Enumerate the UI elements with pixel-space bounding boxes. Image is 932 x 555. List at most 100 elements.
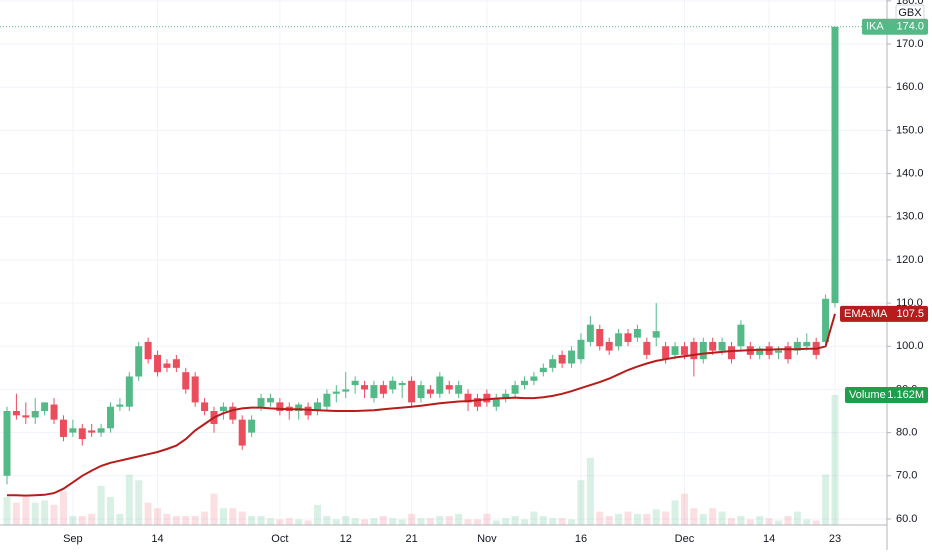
candle-body: [12, 411, 20, 416]
candle-body: [577, 339, 585, 360]
volume-bar: [351, 518, 359, 525]
volume-tag-value: 1.162M: [887, 389, 924, 401]
candles: [3, 26, 839, 485]
volume-bar: [191, 516, 199, 525]
candle-body: [652, 331, 660, 338]
candle-body: [172, 359, 180, 368]
volume-bar: [473, 519, 481, 525]
volume-bar: [699, 513, 707, 525]
y-tick-label: 180.0: [896, 0, 924, 7]
volume-bar: [314, 504, 321, 525]
volume-bar: [718, 511, 726, 525]
candle-body: [389, 380, 397, 390]
volume-bar: [615, 513, 623, 525]
candle-body: [163, 363, 171, 368]
y-tick-label: 60.0: [896, 513, 917, 525]
x-tick-label: 23: [829, 533, 841, 545]
candle-body: [521, 380, 528, 386]
candle-body: [116, 404, 124, 407]
volume-bar: [765, 518, 773, 525]
volume-bar: [295, 519, 303, 525]
candle-body: [690, 341, 698, 360]
volume-bar: [822, 474, 830, 525]
volume-bar: [59, 491, 67, 525]
volume-bar: [502, 518, 510, 525]
volume-bar: [342, 516, 350, 525]
candle-body: [671, 346, 679, 355]
volume-bar: [285, 518, 293, 525]
volume-bar: [652, 509, 660, 525]
volume-bar: [662, 511, 670, 525]
candle-body: [699, 341, 707, 360]
volume-bar: [605, 516, 613, 525]
x-tick-label: 16: [575, 533, 587, 545]
volume-bar: [144, 502, 152, 525]
candle-body: [22, 415, 30, 418]
candle-body: [831, 26, 839, 304]
volume-bar: [426, 518, 434, 525]
volume-bar: [3, 497, 11, 525]
y-tick-label: 160.0: [896, 81, 924, 93]
volume-bar: [803, 519, 811, 525]
candle-body: [445, 385, 453, 390]
volume-bar: [624, 511, 632, 525]
x-tick-label: 21: [405, 533, 417, 545]
candle-body: [276, 402, 284, 412]
volume-bar: [756, 516, 764, 525]
volume-bar: [31, 502, 39, 525]
candle-body: [182, 372, 190, 390]
volume-bar: [436, 516, 444, 525]
ema-tag: [840, 305, 928, 322]
candle-body: [408, 380, 416, 403]
candle-body: [41, 402, 49, 412]
volume-bar: [831, 395, 839, 525]
price-tag-name: IKA: [866, 21, 884, 33]
volume-bar: [154, 508, 162, 525]
x-tick-label: Sep: [63, 533, 83, 545]
candle-body: [502, 393, 510, 399]
candle-body: [351, 380, 359, 386]
candle-body: [332, 391, 340, 394]
candle-body: [568, 350, 576, 364]
volume-bar: [257, 516, 265, 525]
volume-bar: [812, 520, 820, 525]
volume-bar: [530, 511, 538, 525]
candle-body: [370, 385, 378, 399]
candle-body: [219, 406, 227, 412]
candle-body: [125, 376, 133, 407]
volume-bar: [521, 519, 528, 525]
volume-bar: [709, 508, 717, 525]
candle-body: [107, 406, 114, 429]
candle-body: [558, 354, 566, 364]
y-tick-label: 80.0: [896, 427, 917, 439]
candle-body: [549, 359, 557, 368]
volume-bar: [586, 457, 594, 525]
candle-body: [144, 341, 152, 360]
y-tick-label: 100.0: [896, 340, 924, 352]
candle-body: [643, 341, 651, 355]
x-tick-label: 14: [151, 533, 163, 545]
y-tick-label: 170.0: [896, 38, 924, 50]
volume-bar: [88, 513, 96, 525]
candle-body: [605, 341, 613, 351]
volume-bar: [549, 518, 557, 525]
candle-body: [97, 428, 105, 433]
y-tick-label: 70.0: [896, 470, 917, 482]
volume-bar: [361, 519, 369, 525]
candle-body: [50, 404, 58, 420]
volume-bar: [389, 518, 397, 525]
volume-bar: [210, 493, 218, 525]
volume-bar: [201, 511, 209, 525]
volume-bar: [219, 508, 227, 525]
volume-bar: [417, 518, 425, 525]
volume-bar: [643, 513, 651, 525]
volume-bar: [304, 520, 312, 525]
volume-bar: [266, 518, 274, 525]
currency: GBX: [898, 7, 922, 19]
candle-body: [69, 428, 77, 433]
price-tag-value: 174.0: [896, 21, 924, 33]
candle-body: [624, 333, 632, 342]
candle-body: [398, 382, 406, 386]
